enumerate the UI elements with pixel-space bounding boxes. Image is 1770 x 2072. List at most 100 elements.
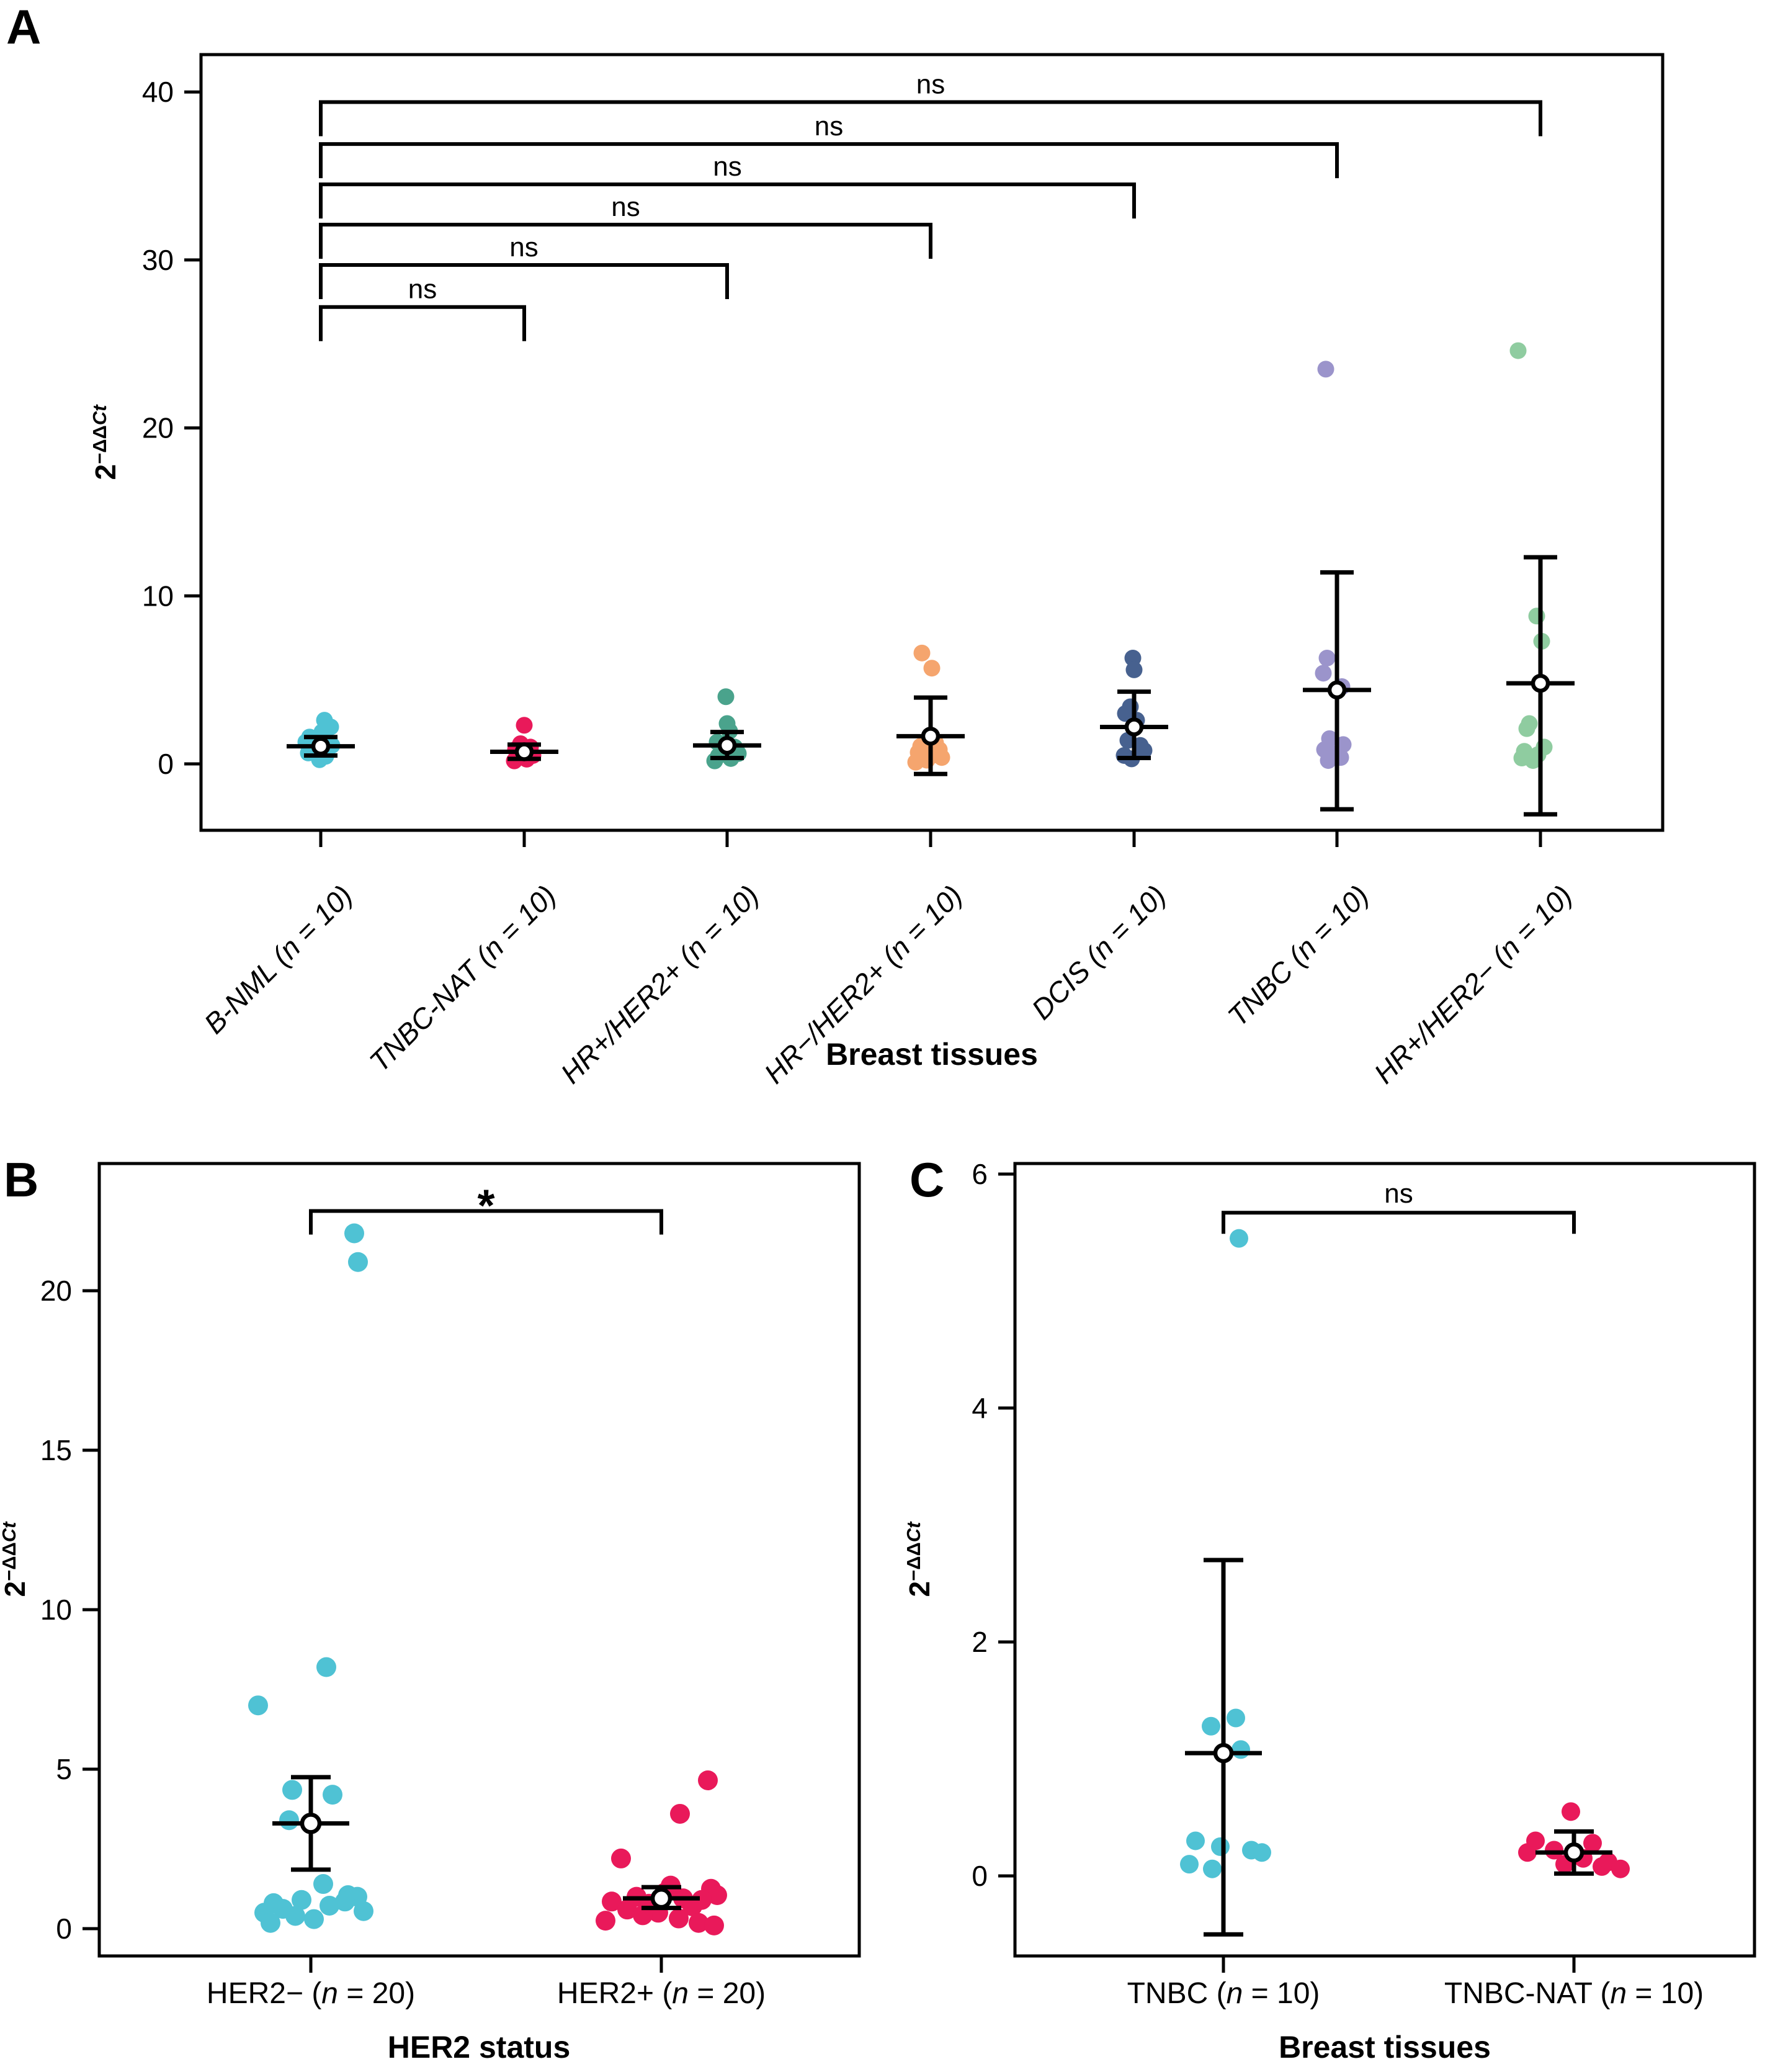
data-point [1315, 665, 1332, 682]
data-point [1524, 752, 1542, 769]
data-group: HR−/HER2+ (n = 10) [758, 644, 968, 1090]
data-point [320, 1895, 339, 1916]
data-point [617, 1899, 637, 1920]
y-tick-label: 10 [40, 1594, 72, 1626]
data-point [1230, 1229, 1248, 1248]
x-tick-label: HER2+ (n = 20) [557, 1977, 766, 2010]
panel-C: 0 2 4 6 2−ΔΔCt TNBC (n = 10) TNBC-NAT (n = 10)… [903, 1158, 1756, 2065]
y-tick-label: 20 [40, 1275, 72, 1307]
x-tick-label: TNBC (n = 10) [1127, 1977, 1320, 2010]
data-group: HR+/HER2− (n = 10) [1367, 342, 1578, 1090]
data-point [248, 1695, 268, 1716]
data-point [682, 1896, 702, 1917]
panel-A: 0 10 20 30 40 2−ΔΔCt B-NML (n = 10) TNBC-NAT (n… [89, 53, 1665, 1090]
mean-marker [311, 737, 331, 756]
significance-bracket [319, 263, 729, 300]
significance-label: * [477, 1182, 494, 1231]
data-point [279, 1810, 299, 1831]
y-tick-label: 2 [972, 1626, 988, 1658]
data-point [689, 1913, 708, 1933]
data-point [1593, 1857, 1611, 1876]
data-group: TNBC-NAT (n = 10) [363, 717, 562, 1078]
data-point [282, 1780, 302, 1800]
data-point [907, 753, 924, 771]
panel-c-letter: C [910, 1152, 945, 1207]
data-point [354, 1901, 373, 1921]
significance-bracket [319, 142, 1339, 179]
mean-marker [1563, 1842, 1585, 1863]
y-axis-title: 2−ΔΔCt [903, 1521, 936, 1597]
data-point [1583, 1834, 1602, 1853]
y-tick-label: 6 [972, 1158, 988, 1190]
data-group: TNBC-NAT (n = 10) [1444, 1802, 1704, 2010]
x-tick-label: TNBC-NAT (n = 10) [363, 879, 562, 1078]
y-axis-title: 2−ΔΔCt [89, 404, 122, 480]
mean-marker [1213, 1742, 1234, 1764]
data-point [1562, 1802, 1580, 1821]
y-tick-label: 5 [56, 1753, 72, 1785]
significance-bracket [319, 305, 526, 341]
data-point [1253, 1843, 1271, 1862]
data-point [1227, 1708, 1245, 1728]
plot-box [1013, 1162, 1756, 1958]
data-point [1509, 342, 1527, 359]
y-tick-label: 10 [142, 580, 174, 612]
y-tick-label: 0 [56, 1913, 72, 1945]
y-tick-label: 4 [972, 1392, 988, 1424]
data-point [596, 1911, 615, 1931]
y-tick-label: 15 [40, 1434, 72, 1466]
data-group: TNBC (n = 10) [1222, 361, 1375, 1033]
y-tick-label: 0 [158, 748, 174, 780]
data-group: HR+/HER2+ (n = 10) [554, 688, 765, 1090]
data-point [1320, 752, 1337, 769]
significance-label: ns [611, 192, 640, 222]
x-tick-label: HR+/HER2+ (n = 10) [554, 879, 765, 1090]
mean-marker [1531, 673, 1550, 693]
data-point [1317, 361, 1334, 378]
data-point [1518, 1843, 1537, 1862]
data-point [611, 1848, 631, 1868]
y-tick-label: 0 [972, 1860, 988, 1892]
data-group: B-NML (n = 10) [198, 712, 359, 1040]
x-axis-title: HER2 status [388, 2030, 571, 2065]
data-group: HER2+ (n = 20) [557, 1770, 766, 2010]
data-point [1231, 1740, 1250, 1759]
plot-box [97, 1162, 861, 1958]
x-tick-label: TNBC (n = 10) [1222, 879, 1375, 1032]
data-group: DCIS (n = 10) [1026, 649, 1172, 1026]
significance-bracket [319, 100, 1542, 137]
data-point [335, 1891, 355, 1912]
significance-bracket [309, 1209, 663, 1235]
data-point [923, 660, 941, 677]
data-point [633, 1905, 653, 1926]
data-point [1518, 720, 1535, 737]
mean-marker [650, 1887, 673, 1909]
data-point [602, 1891, 622, 1912]
x-axis-title: Breast tissues [1279, 2030, 1491, 2065]
panel-a-letter: A [6, 0, 42, 54]
data-point [1318, 649, 1336, 666]
data-point [1125, 661, 1143, 678]
data-point [717, 688, 735, 706]
data-point [1211, 1837, 1230, 1856]
data-point [516, 717, 533, 734]
significance-bracket [319, 182, 1136, 219]
data-point [348, 1252, 368, 1272]
data-point [316, 1657, 336, 1677]
data-point [1202, 1716, 1220, 1736]
data-point [344, 1223, 364, 1244]
y-tick-label: 20 [142, 412, 174, 444]
mean-marker [717, 735, 737, 755]
data-point [1611, 1859, 1630, 1878]
data-point [285, 1906, 305, 1926]
data-point [706, 752, 723, 769]
significance-label: ns [1384, 1178, 1413, 1209]
data-group: TNBC (n = 10) [1127, 1229, 1320, 2010]
data-point [313, 1874, 333, 1895]
data-point [1203, 1859, 1222, 1878]
x-tick-label: TNBC-NAT (n = 10) [1444, 1977, 1704, 2010]
data-group: HER2− (n = 20) [207, 1223, 415, 2010]
mean-marker [514, 742, 534, 761]
